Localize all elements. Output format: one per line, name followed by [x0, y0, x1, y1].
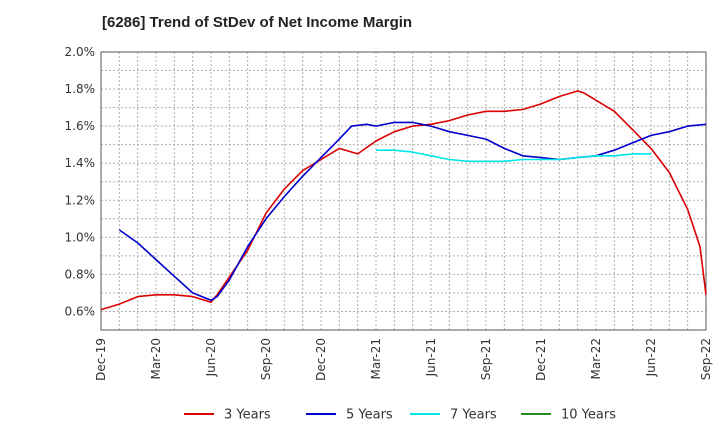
- y-tick-label: 1.6%: [65, 119, 96, 133]
- legend-label: 10 Years: [561, 408, 616, 423]
- x-tick-label: Jun-20: [204, 338, 218, 377]
- series-line-5-years: [118, 121, 707, 302]
- x-tick-label: Sep-22: [699, 338, 713, 380]
- plot-area-frame: [100, 51, 707, 331]
- x-tick-label: Dec-19: [94, 338, 108, 381]
- legend: 3 Years 5 Years 7 Years 10 Years: [184, 408, 616, 423]
- x-tick-label: Dec-20: [314, 338, 328, 381]
- x-tick-label: Dec-21: [534, 338, 548, 381]
- x-tick-label: Mar-20: [149, 338, 163, 379]
- y-tick-label: 0.8%: [65, 267, 96, 281]
- chart-title: [6286] Trend of StDev of Net Income Marg…: [102, 14, 413, 31]
- x-tick-label: Mar-21: [369, 338, 383, 379]
- legend-label: 7 Years: [450, 408, 497, 423]
- y-tick-label: 1.2%: [65, 193, 96, 207]
- x-tick-label: Sep-21: [479, 338, 493, 380]
- y-tick-label: 0.6%: [65, 304, 96, 318]
- x-tick-label: Sep-20: [259, 338, 273, 380]
- y-tick-label: 1.4%: [65, 156, 96, 170]
- series-line-7-years: [376, 149, 651, 163]
- y-tick-label: 1.8%: [65, 82, 96, 96]
- series-line-3-years: [100, 90, 707, 311]
- y-tick-label: 2.0%: [65, 45, 96, 59]
- series-lines: [100, 90, 707, 311]
- grid-lines: [100, 51, 707, 331]
- y-tick-label: 1.0%: [65, 230, 96, 244]
- x-tick-label: Mar-22: [589, 338, 603, 379]
- x-tick-label: Jun-21: [424, 338, 438, 377]
- legend-label: 5 Years: [346, 408, 393, 423]
- legend-label: 3 Years: [224, 408, 271, 423]
- axes: 0.6% 0.8% 1.0% 1.2% 1.4% 1.6% 1.8% 2.0% Dec-19 Ma…: [65, 45, 714, 381]
- x-tick-label: Jun-22: [644, 338, 658, 377]
